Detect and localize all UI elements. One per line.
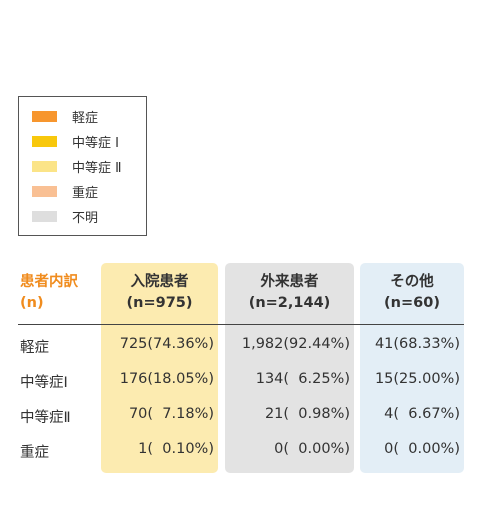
- legend-label-unknown: 不明: [72, 210, 99, 226]
- cell-moderate-2-inpatient: 70( 7.18%): [128, 406, 214, 422]
- cell-moderate-1-inpatient: 176(18.05%): [119, 371, 214, 387]
- legend-item-severe: 重症: [32, 181, 98, 201]
- column-header-outpatient-name: 外来患者: [260, 274, 319, 290]
- category-header-n: (n): [20, 295, 44, 311]
- legend-swatch-severe: [32, 185, 57, 197]
- cell-severe-outpatient: 0( 0.00%): [274, 441, 350, 457]
- column-header-outpatient: 外来患者 (n=2,144): [225, 272, 354, 314]
- legend-swatch-moderate-1: [32, 135, 57, 147]
- column-header-inpatient-n: (n=975): [126, 295, 193, 311]
- legend: 軽症 中等症 Ⅰ 中等症 Ⅱ 重症 不明: [18, 96, 147, 236]
- inpatient-column-bg: [101, 263, 218, 473]
- cell-moderate-2-outpatient: 21( 0.98%): [264, 406, 350, 422]
- column-header-inpatient-name: 入院患者: [130, 274, 189, 290]
- cell-mild-inpatient: 725(74.36%): [119, 336, 214, 352]
- category-header: 患者内訳 (n): [20, 272, 78, 314]
- legend-label-mild: 軽症: [72, 110, 99, 126]
- cell-moderate-2-other: 4( 6.67%): [384, 406, 460, 422]
- cell-mild-outpatient: 1,982(92.44%): [241, 336, 350, 352]
- row-label-mild: 軽症: [20, 340, 49, 356]
- legend-label-severe: 重症: [72, 185, 99, 201]
- legend-item-mild: 軽症: [32, 106, 98, 126]
- legend-item-moderate-1: 中等症 Ⅰ: [32, 131, 119, 151]
- row-label-moderate-2: 中等症Ⅱ: [20, 410, 71, 426]
- cell-moderate-1-other: 15(25.00%): [374, 371, 460, 387]
- header-divider: [18, 324, 464, 325]
- column-header-other-name: その他: [390, 274, 434, 290]
- other-column-bg: [360, 263, 464, 473]
- row-label-severe: 重症: [20, 445, 49, 461]
- legend-label-moderate-1: 中等症 Ⅰ: [72, 135, 119, 151]
- cell-mild-other: 41(68.33%): [374, 336, 460, 352]
- category-header-title: 患者内訳: [20, 274, 78, 290]
- legend-label-moderate-2: 中等症 Ⅱ: [72, 160, 122, 176]
- row-label-moderate-1: 中等症Ⅰ: [20, 375, 68, 391]
- outpatient-column-bg: [225, 263, 354, 473]
- column-header-other: その他 (n=60): [360, 272, 464, 314]
- legend-swatch-mild: [32, 110, 57, 122]
- legend-swatch-unknown: [32, 210, 57, 222]
- legend-item-moderate-2: 中等症 Ⅱ: [32, 156, 122, 176]
- column-header-outpatient-n: (n=2,144): [248, 295, 331, 311]
- cell-severe-inpatient: 1( 0.10%): [138, 441, 214, 457]
- legend-swatch-moderate-2: [32, 160, 57, 172]
- column-header-inpatient: 入院患者 (n=975): [101, 272, 218, 314]
- column-header-other-n: (n=60): [384, 295, 440, 311]
- cell-severe-other: 0( 0.00%): [384, 441, 460, 457]
- legend-item-unknown: 不明: [32, 206, 98, 226]
- cell-moderate-1-outpatient: 134( 6.25%): [255, 371, 350, 387]
